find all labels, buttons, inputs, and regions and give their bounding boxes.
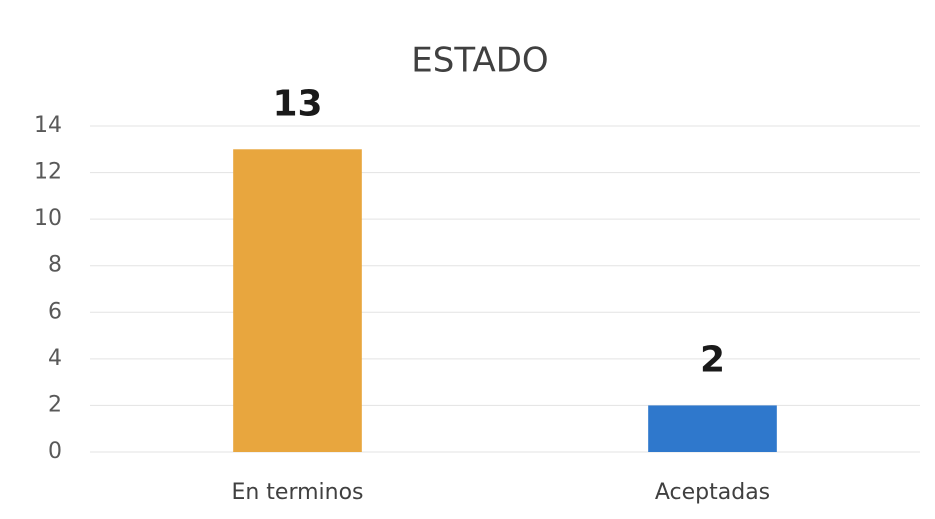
y-tick-label: 8 xyxy=(48,253,62,278)
y-tick-label: 10 xyxy=(34,206,62,231)
y-tick-label: 14 xyxy=(34,113,62,138)
y-tick-label: 0 xyxy=(48,439,62,464)
chart-title: ESTADO xyxy=(411,41,548,81)
data-label: 13 xyxy=(272,83,322,124)
y-tick-label: 12 xyxy=(34,160,62,185)
y-tick-label: 6 xyxy=(48,299,62,324)
y-tick-label: 2 xyxy=(48,392,62,417)
bar xyxy=(233,149,362,453)
x-tick-label: Aceptadas xyxy=(655,480,770,505)
data-label: 2 xyxy=(700,339,725,380)
y-tick-label: 4 xyxy=(48,346,62,371)
bar xyxy=(648,405,777,452)
x-tick-label: En terminos xyxy=(231,480,363,505)
